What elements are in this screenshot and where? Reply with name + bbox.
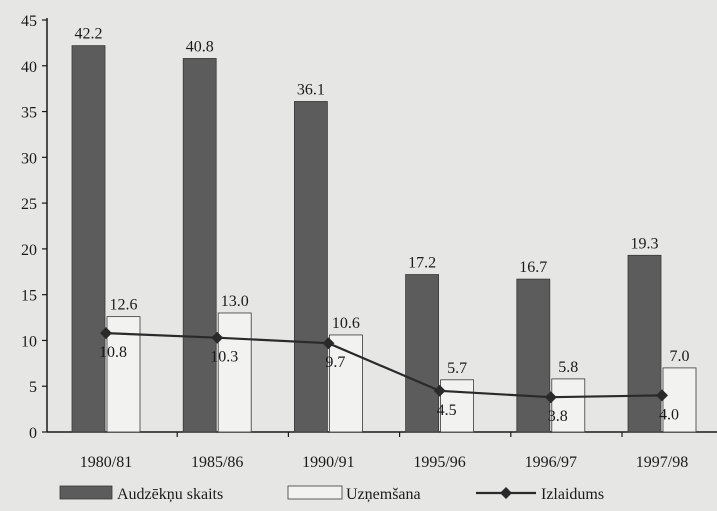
y-tick-label: 30	[21, 150, 37, 167]
y-tick-label: 10	[21, 333, 37, 350]
data-label-audzeknu-skaits: 16.7	[519, 259, 547, 276]
x-tick-label: 1980/81	[80, 454, 132, 471]
x-tick-label: 1990/91	[302, 454, 354, 471]
data-label-izlaidums: 4.0	[659, 406, 679, 423]
data-label-izlaidums: 10.8	[99, 344, 127, 361]
data-label-izlaidums: 4.5	[437, 402, 457, 419]
data-label-izlaidums: 9.7	[325, 354, 345, 371]
data-label-audzeknu-skaits: 40.8	[186, 38, 214, 55]
y-tick-label: 45	[21, 13, 37, 30]
legend-swatch-audzeknu-skaits	[60, 486, 112, 499]
bar-audzeknu-skaits	[294, 101, 327, 432]
bar-audzeknu-skaits	[517, 279, 550, 432]
data-label-uznemsana: 5.7	[447, 360, 467, 377]
x-tick-label: 1995/96	[413, 454, 465, 471]
y-tick-label: 20	[21, 242, 37, 259]
data-label-uznemsana: 7.0	[670, 348, 690, 365]
bar-audzeknu-skaits	[406, 275, 439, 432]
y-tick-label: 35	[21, 105, 37, 122]
data-label-uznemsana: 12.6	[110, 297, 138, 314]
y-tick-label: 0	[29, 425, 37, 442]
x-tick-label: 1997/98	[636, 454, 688, 471]
x-tick-label: 1985/86	[191, 454, 243, 471]
y-tick-label: 40	[21, 59, 37, 76]
data-label-izlaidums: 3.8	[548, 408, 568, 425]
data-label-izlaidums: 10.3	[210, 349, 238, 366]
data-label-uznemsana: 10.6	[332, 315, 360, 332]
data-label-audzeknu-skaits: 36.1	[297, 81, 325, 98]
data-label-audzeknu-skaits: 42.2	[75, 26, 103, 43]
data-label-audzeknu-skaits: 17.2	[408, 255, 436, 272]
legend-marker-izlaidums	[500, 487, 512, 499]
legend-label-uznemsana: Uzņemšana	[346, 486, 421, 503]
y-tick-label: 5	[29, 379, 37, 396]
legend-label-audzeknu-skaits: Audzēkņu skaits	[117, 486, 223, 503]
legend-swatch-uznemsana	[288, 486, 342, 499]
legend-label-izlaidums: Izlaidums	[541, 486, 604, 503]
data-label-audzeknu-skaits: 19.3	[631, 235, 659, 252]
bar-audzeknu-skaits	[72, 46, 105, 432]
data-label-uznemsana: 5.8	[558, 359, 578, 376]
bar-audzeknu-skaits	[628, 255, 661, 432]
y-tick-label: 25	[21, 196, 37, 213]
y-tick-label: 15	[21, 288, 37, 305]
bar-uznemsana	[218, 313, 251, 432]
x-tick-label: 1996/97	[525, 454, 577, 471]
bar-audzeknu-skaits	[183, 58, 216, 432]
data-label-uznemsana: 13.0	[221, 293, 249, 310]
